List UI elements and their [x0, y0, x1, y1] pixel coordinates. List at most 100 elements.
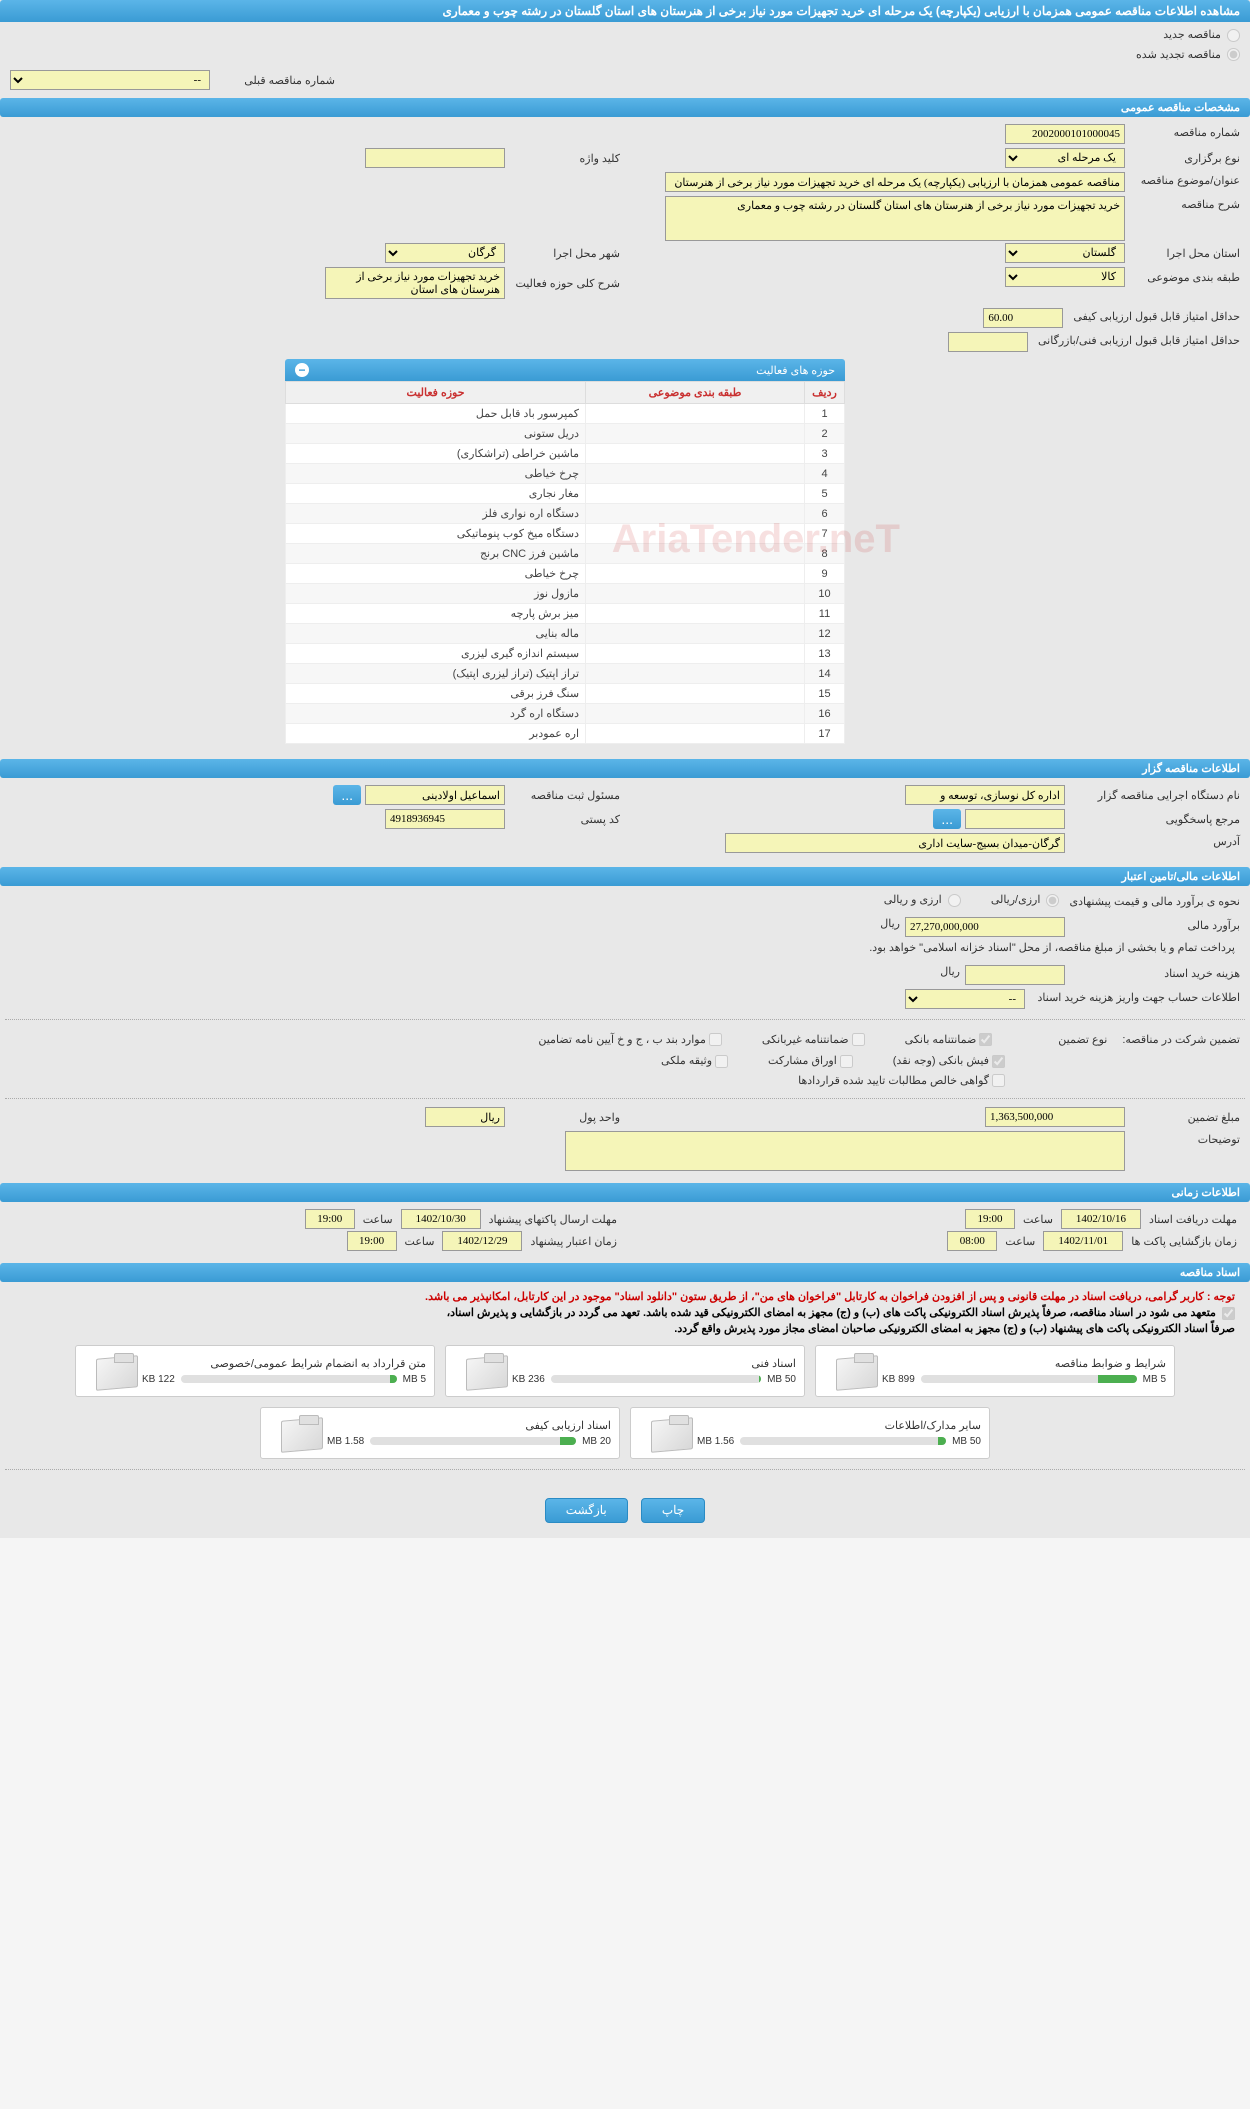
guarantee-amount-label: مبلغ تضمین: [1125, 1109, 1245, 1126]
table-row: 11میز برش پارچه: [286, 604, 845, 624]
doc-card[interactable]: سایر مدارک/اطلاعات 50 MB 1.56 MB: [630, 1407, 990, 1459]
account-select[interactable]: --: [905, 989, 1025, 1009]
send-time[interactable]: [305, 1209, 355, 1229]
guarantee-amount-field[interactable]: [985, 1107, 1125, 1127]
open-time[interactable]: [947, 1231, 997, 1251]
prev-num-select[interactable]: --: [10, 70, 210, 90]
doc-total: 50 MB: [767, 1374, 796, 1385]
doc-used: 1.56 MB: [697, 1436, 734, 1447]
doc-title: اسناد ارزیابی کیفی: [327, 1419, 611, 1432]
address-label: آدرس: [1065, 833, 1245, 850]
receive-time[interactable]: [965, 1209, 1015, 1229]
receive-deadline-label: مهلت دریافت اسناد: [1141, 1213, 1245, 1226]
desc-label: شرح مناقصه: [1125, 196, 1245, 213]
doc-total: 5 MB: [1143, 1374, 1166, 1385]
radio-new-label: مناقصه جدید: [1163, 29, 1221, 41]
org-label: نام دستگاه اجرایی مناقصه گزار: [1065, 787, 1245, 804]
type-select[interactable]: یک مرحله ای: [1005, 148, 1125, 168]
chk-items[interactable]: موارد بند ب ، ج و خ آیین نامه تضامین: [538, 1033, 721, 1047]
guarantee-type-label: نوع تضمین: [992, 1031, 1112, 1048]
doc-cost-field[interactable]: [965, 965, 1065, 985]
estimate-label: نحوه ی برآورد مالی و قیمت پیشنهادی: [1059, 893, 1245, 910]
collapse-icon[interactable]: −: [295, 363, 309, 377]
col-row: ردیف: [805, 382, 845, 404]
doc-used: 236 KB: [512, 1374, 545, 1385]
min-tech-label: حداقل امتیاز قابل قبول ارزیابی فنی/بازرگ…: [1028, 332, 1245, 349]
col-area: حوزه فعالیت: [286, 382, 586, 404]
table-row: 10مازول نوز: [286, 584, 845, 604]
city-select[interactable]: گرگان: [385, 243, 505, 263]
activity-desc-label: شرح کلی حوزه فعالیت: [505, 275, 625, 292]
open-date[interactable]: [1043, 1231, 1123, 1251]
section-financial: اطلاعات مالی/تامین اعتبار: [0, 867, 1250, 886]
doc-used: 899 KB: [882, 1374, 915, 1385]
desc-field[interactable]: [665, 196, 1125, 241]
keyword-field[interactable]: [365, 148, 505, 168]
province-select[interactable]: گلستان: [1005, 243, 1125, 263]
chk-cash[interactable]: فیش بانکی (وجه نقد): [893, 1054, 1005, 1068]
doc-card[interactable]: شرایط و ضوابط مناقصه 5 MB 899 KB: [815, 1345, 1175, 1397]
address-field[interactable]: [725, 833, 1065, 853]
ref-lookup-button[interactable]: ...: [933, 809, 961, 829]
hour-label-1: ساعت: [1015, 1213, 1061, 1226]
doc-title: شرایط و ضوابط مناقصه: [882, 1357, 1166, 1370]
radio-both[interactable]: ارزی و ریالی: [884, 893, 961, 907]
responsible-label: مسئول ثبت مناقصه: [505, 787, 625, 804]
category-label: طبقه بندی موضوعی: [1125, 269, 1245, 286]
tender-num-label: شماره مناقصه: [1125, 124, 1245, 141]
validity-date[interactable]: [442, 1231, 522, 1251]
chk-securities[interactable]: اوراق مشارکت: [768, 1054, 853, 1068]
doc-cost-label: هزینه خرید اسناد: [1065, 965, 1245, 982]
folder-icon: [464, 1351, 512, 1391]
docs-note2: صرفاً اسناد الکترونیکی پاکت های پیشنهاد …: [15, 1322, 1235, 1335]
estimate-amount-label: برآورد مالی: [1065, 917, 1245, 934]
currency-label-2: ریال: [935, 965, 965, 978]
notes-label: توضیحات: [1125, 1131, 1245, 1148]
radio-renewed-tender[interactable]: مناقصه تجدید شده: [1136, 48, 1240, 62]
folder-icon: [834, 1351, 882, 1391]
chk-nonbank[interactable]: ضمانتنامه غیربانکی: [762, 1033, 865, 1047]
postal-field[interactable]: [385, 809, 505, 829]
table-row: 17اره عمودبر: [286, 724, 845, 744]
receive-date[interactable]: [1061, 1209, 1141, 1229]
print-button[interactable]: چاپ: [641, 1498, 705, 1523]
table-row: 8ماشین فرز CNC برنج: [286, 544, 845, 564]
responsible-lookup-button[interactable]: ...: [333, 785, 361, 805]
table-row: 2دریل ستونی: [286, 424, 845, 444]
notes-field[interactable]: [565, 1131, 1125, 1171]
estimate-amount-field[interactable]: [905, 917, 1065, 937]
payment-note: پرداخت تمام و یا بخشی از مبلغ مناقصه، از…: [869, 941, 1245, 954]
section-owner: اطلاعات مناقصه گزار: [0, 759, 1250, 778]
radio-rial[interactable]: ارزی/ریالی: [991, 893, 1060, 907]
doc-card[interactable]: اسناد ارزیابی کیفی 20 MB 1.58 MB: [260, 1407, 620, 1459]
table-row: 15سنگ فرز برقی: [286, 684, 845, 704]
docs-note1: متعهد می شود در اسناد مناقصه، صرفاً پذیر…: [447, 1307, 1216, 1319]
table-row: 4چرخ خیاطی: [286, 464, 845, 484]
folder-icon: [94, 1351, 142, 1391]
radio-new-tender[interactable]: مناقصه جدید: [1163, 29, 1240, 41]
open-label: زمان بازگشایی پاکت ها: [1123, 1235, 1245, 1248]
doc-total: 50 MB: [952, 1436, 981, 1447]
min-quality-field[interactable]: [983, 308, 1063, 328]
hour-label-2: ساعت: [355, 1213, 401, 1226]
validity-time[interactable]: [347, 1231, 397, 1251]
radio-renewed-label: مناقصه تجدید شده: [1136, 49, 1221, 61]
chk-bank[interactable]: ضمانتنامه بانکی: [905, 1033, 993, 1047]
activity-desc-field[interactable]: [325, 267, 505, 299]
chk-receivables[interactable]: گواهی خالص مطالبات تایید شده قراردادها: [798, 1074, 1005, 1088]
min-tech-field[interactable]: [948, 332, 1028, 352]
ref-field[interactable]: [965, 809, 1065, 829]
city-label: شهر محل اجرا: [505, 245, 625, 262]
page-title: مشاهده اطلاعات مناقصه عمومی همزمان با ار…: [0, 0, 1250, 22]
prev-num-label: شماره مناقصه قبلی: [220, 72, 340, 89]
org-field: [905, 785, 1065, 805]
send-date[interactable]: [401, 1209, 481, 1229]
title-field[interactable]: [665, 172, 1125, 192]
category-select[interactable]: کالا: [1005, 267, 1125, 287]
chk-property[interactable]: وثیقه ملکی: [661, 1054, 728, 1068]
table-row: 9چرخ خیاطی: [286, 564, 845, 584]
doc-card[interactable]: اسناد فنی 50 MB 236 KB: [445, 1345, 805, 1397]
back-button[interactable]: بازگشت: [545, 1498, 628, 1523]
table-row: 6دستگاه اره نواری فلز: [286, 504, 845, 524]
doc-card[interactable]: متن قرارداد به انضمام شرایط عمومی/خصوصی …: [75, 1345, 435, 1397]
